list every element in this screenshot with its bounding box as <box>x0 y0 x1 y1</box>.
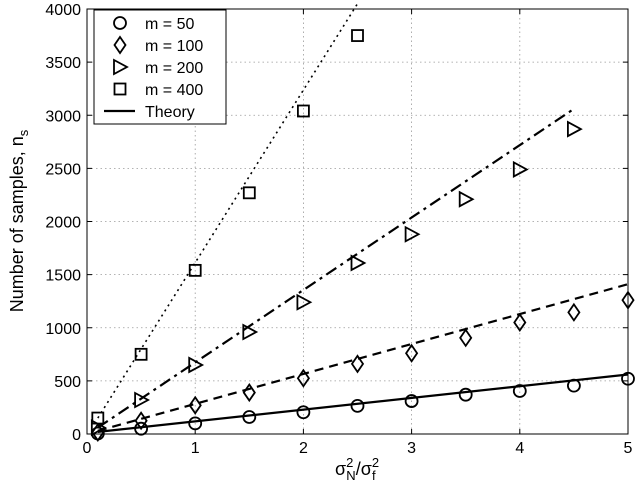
triangle-marker <box>134 391 150 409</box>
data-markers <box>90 29 635 442</box>
x-label-sup-2: 2 <box>372 455 379 470</box>
square-marker <box>113 82 127 96</box>
y-axis-label: Number of samples, ns <box>7 129 31 312</box>
triangle-marker <box>296 293 313 311</box>
triangle-marker <box>458 190 475 208</box>
circle-marker <box>113 16 127 30</box>
circle-marker <box>404 394 419 408</box>
square-marker <box>351 29 364 42</box>
x-label-sub-1: N <box>346 468 355 483</box>
square-marker <box>134 347 148 361</box>
circle-marker <box>242 410 257 424</box>
x-tick-label: 0 <box>83 440 92 457</box>
legend-label: m = 50 <box>145 16 194 33</box>
theory-line-dashdot <box>97 107 575 429</box>
x-tick-label: 4 <box>515 440 524 457</box>
y-tick-label: 2000 <box>45 215 81 232</box>
circle-marker <box>567 378 581 393</box>
square-marker <box>188 263 202 277</box>
x-label-sigma-1: σ <box>335 459 346 479</box>
diamond-marker <box>350 354 365 374</box>
circle-marker <box>458 387 473 402</box>
circle-marker <box>134 421 149 436</box>
x-label-sup-1: 2 <box>346 455 353 470</box>
axis-ticks: 0 1 2 3 4 5 0 500 1000 1500 2000 2500 3000 3500 4000 <box>45 2 632 457</box>
triangle-marker <box>242 323 259 341</box>
x-label-sigma-2: σ <box>361 459 372 479</box>
square-marker <box>242 186 256 200</box>
square-marker <box>91 411 105 425</box>
x-tick-label: 1 <box>191 440 200 457</box>
legend-label: m = 400 <box>145 82 203 99</box>
legend: m = 50 m = 100 m = 200 m = 400 Theory <box>93 9 227 125</box>
legend-label: m = 200 <box>145 60 203 77</box>
x-axis-label: σ2 N/σ2 f <box>335 455 379 483</box>
y-axis-label-sub: s <box>16 129 31 136</box>
y-tick-label: 500 <box>54 374 81 391</box>
triangle-marker <box>113 58 129 76</box>
y-tick-label: 3000 <box>45 108 81 125</box>
theory-line-dashed <box>97 283 629 432</box>
circle-marker <box>296 405 311 420</box>
x-label-slash: / <box>356 459 361 479</box>
triangle-marker <box>567 120 583 138</box>
y-tick-label: 2500 <box>45 161 81 178</box>
y-tick-label: 1000 <box>45 321 81 338</box>
x-label-sub-2: f <box>372 468 376 483</box>
y-tick-label: 3500 <box>45 55 81 72</box>
diamond-marker <box>134 411 148 431</box>
diamond-marker <box>513 312 527 333</box>
legend-label: m = 100 <box>145 38 203 55</box>
circle-marker <box>512 384 527 398</box>
diamond-marker <box>242 382 256 403</box>
x-tick-label: 3 <box>407 440 416 457</box>
triangle-marker <box>350 254 367 272</box>
diamond-marker <box>113 35 127 55</box>
diamond-marker <box>188 395 202 415</box>
diamond-marker <box>567 302 581 322</box>
legend-box <box>93 9 227 125</box>
y-tick-label: 0 <box>72 427 81 444</box>
triangle-marker <box>512 160 529 178</box>
legend-label: Theory <box>145 104 195 121</box>
diamond-marker <box>459 328 473 348</box>
y-tick-label: 1500 <box>45 268 81 285</box>
triangle-marker <box>404 225 421 243</box>
square-marker <box>296 104 310 118</box>
y-tick-label: 4000 <box>45 2 81 19</box>
triangle-marker <box>188 356 205 374</box>
x-tick-label: 5 <box>624 440 633 457</box>
y-axis-label-text: Number of samples, n <box>7 136 27 312</box>
circle-marker <box>350 398 365 413</box>
diamond-marker <box>296 368 310 388</box>
x-tick-label: 2 <box>299 440 308 457</box>
diamond-marker <box>405 343 419 363</box>
grid <box>87 9 628 434</box>
